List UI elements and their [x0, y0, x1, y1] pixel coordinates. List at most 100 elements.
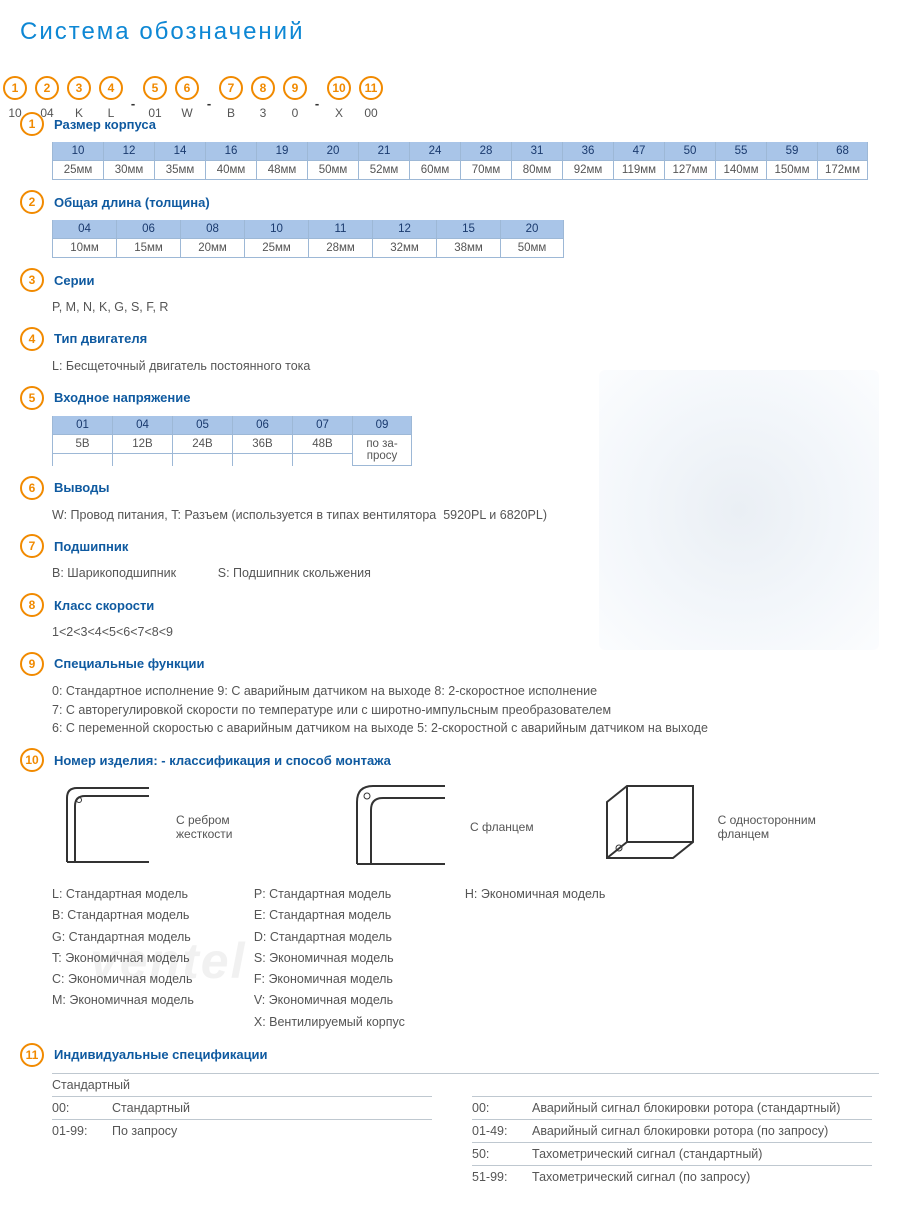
table-cell: 1230мм [103, 142, 154, 180]
table-cell: 2152мм [358, 142, 409, 180]
section-3: 3 Серии P, M, N, K, G, S, F, R [20, 268, 879, 317]
spec-row: 00:Стандартный [52, 1096, 432, 1119]
section-body: L: Бесщеточный двигатель постоянного ток… [52, 357, 879, 376]
spec-label: Стандартный [112, 1101, 190, 1115]
position-circle: 6 [175, 76, 199, 100]
table-cell: 68172мм [817, 142, 868, 180]
position-circle: 10 [327, 76, 351, 100]
section-title: Выводы [54, 480, 109, 495]
spec-code: 50: [472, 1147, 532, 1161]
spec-label: Тахометрический сигнал (по запросу) [532, 1170, 750, 1184]
table-cell: 2460мм [409, 142, 460, 180]
section-7: 7ПодшипникB: Шарикоподшипник S: Подшипни… [20, 534, 879, 583]
table-cell: 55140мм [715, 142, 766, 180]
cell-value: 30мм [104, 161, 154, 180]
cell-value: 52мм [359, 161, 409, 180]
section-title: Подшипник [54, 539, 128, 554]
cell-value: 119мм [614, 161, 664, 180]
cell-code: 11 [309, 220, 372, 239]
spec-left-column: 00:Стандартный01-99:По запросу [52, 1096, 432, 1188]
section-11: 11Индивидуальные спецификацииСтандартный… [20, 1043, 879, 1188]
spec-label: По запросу [112, 1124, 177, 1138]
cell-value: 12В [113, 435, 172, 454]
model-code-line: F: Экономичная модель [254, 969, 405, 990]
spec-row: 01-49:Аварийный сигнал блокировки ротора… [472, 1119, 872, 1142]
model-code-line: M: Экономичная модель [52, 990, 194, 1011]
mount-caption: С фланцем [470, 820, 534, 834]
lookup-table: 015В0412В0524В0636В0748В09по за- просу [52, 416, 879, 466]
section-9: 9Специальные функции0: Стандартное испол… [20, 652, 879, 738]
spec-grid: 00:Стандартный01-99:По запросу00:Аварийн… [52, 1096, 879, 1188]
cell-code: 07 [293, 416, 352, 435]
cell-value: по за- просу [353, 435, 411, 466]
table-cell: 1232мм [372, 220, 436, 258]
cell-value: 48В [293, 435, 352, 454]
model-code-line: G: Стандартная модель [52, 927, 194, 948]
section-title: Индивидуальные спецификации [54, 1047, 268, 1062]
cell-code: 15 [437, 220, 500, 239]
lookup-table: 0410мм0615мм0820мм1025мм1128мм1232мм1538… [52, 220, 879, 258]
position-circle: 2 [35, 76, 59, 100]
model-code-line: P: Стандартная модель [254, 884, 405, 905]
spec-row: 50:Тахометрический сигнал (стандартный) [472, 1142, 872, 1165]
position-circle: 1 [3, 76, 27, 100]
model-code-line: E: Стандартная модель [254, 905, 405, 926]
table-cell: 3692мм [562, 142, 613, 180]
cell-value: 38мм [437, 239, 500, 258]
section-number-circle: 3 [20, 268, 44, 292]
page-title: Система обозначений [20, 18, 305, 46]
mount-caption: С односторонним фланцем [718, 813, 828, 841]
body-line: 6: С переменной скоростью с аварийным да… [52, 719, 879, 738]
section-4: 4 Тип двигателя L: Бесщеточный двигатель п… [20, 327, 879, 376]
table-cell: 0748В [292, 416, 352, 466]
section-body: W: Провод питания, T: Разъем (использует… [52, 506, 879, 525]
spec-code: 00: [52, 1101, 112, 1115]
section-number-circle: 1 [20, 112, 44, 136]
section-number-circle: 10 [20, 748, 44, 772]
mount-caption: С ребром жесткости [176, 813, 286, 841]
section-title: Тип двигателя [54, 331, 147, 346]
model-code-line: L: Стандартная модель [52, 884, 194, 905]
model-code-line: T: Экономичная модель [52, 948, 194, 969]
section-number-circle: 4 [20, 327, 44, 351]
cell-value: 25мм [53, 161, 103, 180]
cell-value: 10мм [53, 239, 116, 258]
cell-code: 08 [181, 220, 244, 239]
spec-code: 01-99: [52, 1124, 112, 1138]
cell-value: 25мм [245, 239, 308, 258]
model-code-line: H: Экономичная модель [465, 884, 605, 905]
table-cell: 0820мм [180, 220, 244, 258]
table-cell: 2050мм [500, 220, 564, 258]
section-10: 10Номер изделия: - классификация и спосо… [20, 748, 879, 1033]
model-code-line: V: Экономичная модель [254, 990, 405, 1011]
cell-code: 04 [53, 220, 116, 239]
cell-code: 55 [716, 142, 766, 161]
section-number-circle: 5 [20, 386, 44, 410]
spec-row: 00:Аварийный сигнал блокировки ротора (с… [472, 1096, 872, 1119]
code-separator: - [128, 96, 138, 111]
section-number-circle: 6 [20, 476, 44, 500]
cell-value: 32мм [373, 239, 436, 258]
spec-code: 01-49: [472, 1124, 532, 1138]
mount-icon [52, 780, 162, 870]
spec-code: 51-99: [472, 1170, 532, 1184]
section-body: 0: Стандартное исполнение 9: С аварийным… [52, 682, 879, 738]
section-5: 5Входное напряжение015В0412В0524В0636В07… [20, 386, 879, 466]
cell-value: 60мм [410, 161, 460, 180]
table-cell: 50127мм [664, 142, 715, 180]
table-cell: 1025мм [52, 142, 103, 180]
cell-value: 40мм [206, 161, 256, 180]
spec-row: 51-99:Тахометрический сигнал (по запросу… [472, 1165, 872, 1188]
model-codes-column: H: Экономичная модель [465, 884, 605, 1033]
cell-code: 59 [767, 142, 817, 161]
section-1: 1Размер корпуса1025мм1230мм1435мм1640мм1… [20, 112, 879, 180]
table-cell: 2870мм [460, 142, 511, 180]
section-title: Серии [54, 273, 95, 288]
section-body: P, M, N, K, G, S, F, R [52, 298, 879, 317]
cell-code: 09 [353, 416, 411, 435]
cell-code: 16 [206, 142, 256, 161]
spec-code: 00: [472, 1101, 532, 1115]
table-cell: 0636В [232, 416, 292, 466]
cell-value: 48мм [257, 161, 307, 180]
table-cell: 1128мм [308, 220, 372, 258]
